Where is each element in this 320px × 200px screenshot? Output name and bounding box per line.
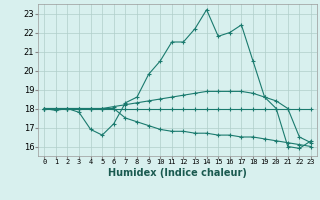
X-axis label: Humidex (Indice chaleur): Humidex (Indice chaleur) (108, 168, 247, 178)
